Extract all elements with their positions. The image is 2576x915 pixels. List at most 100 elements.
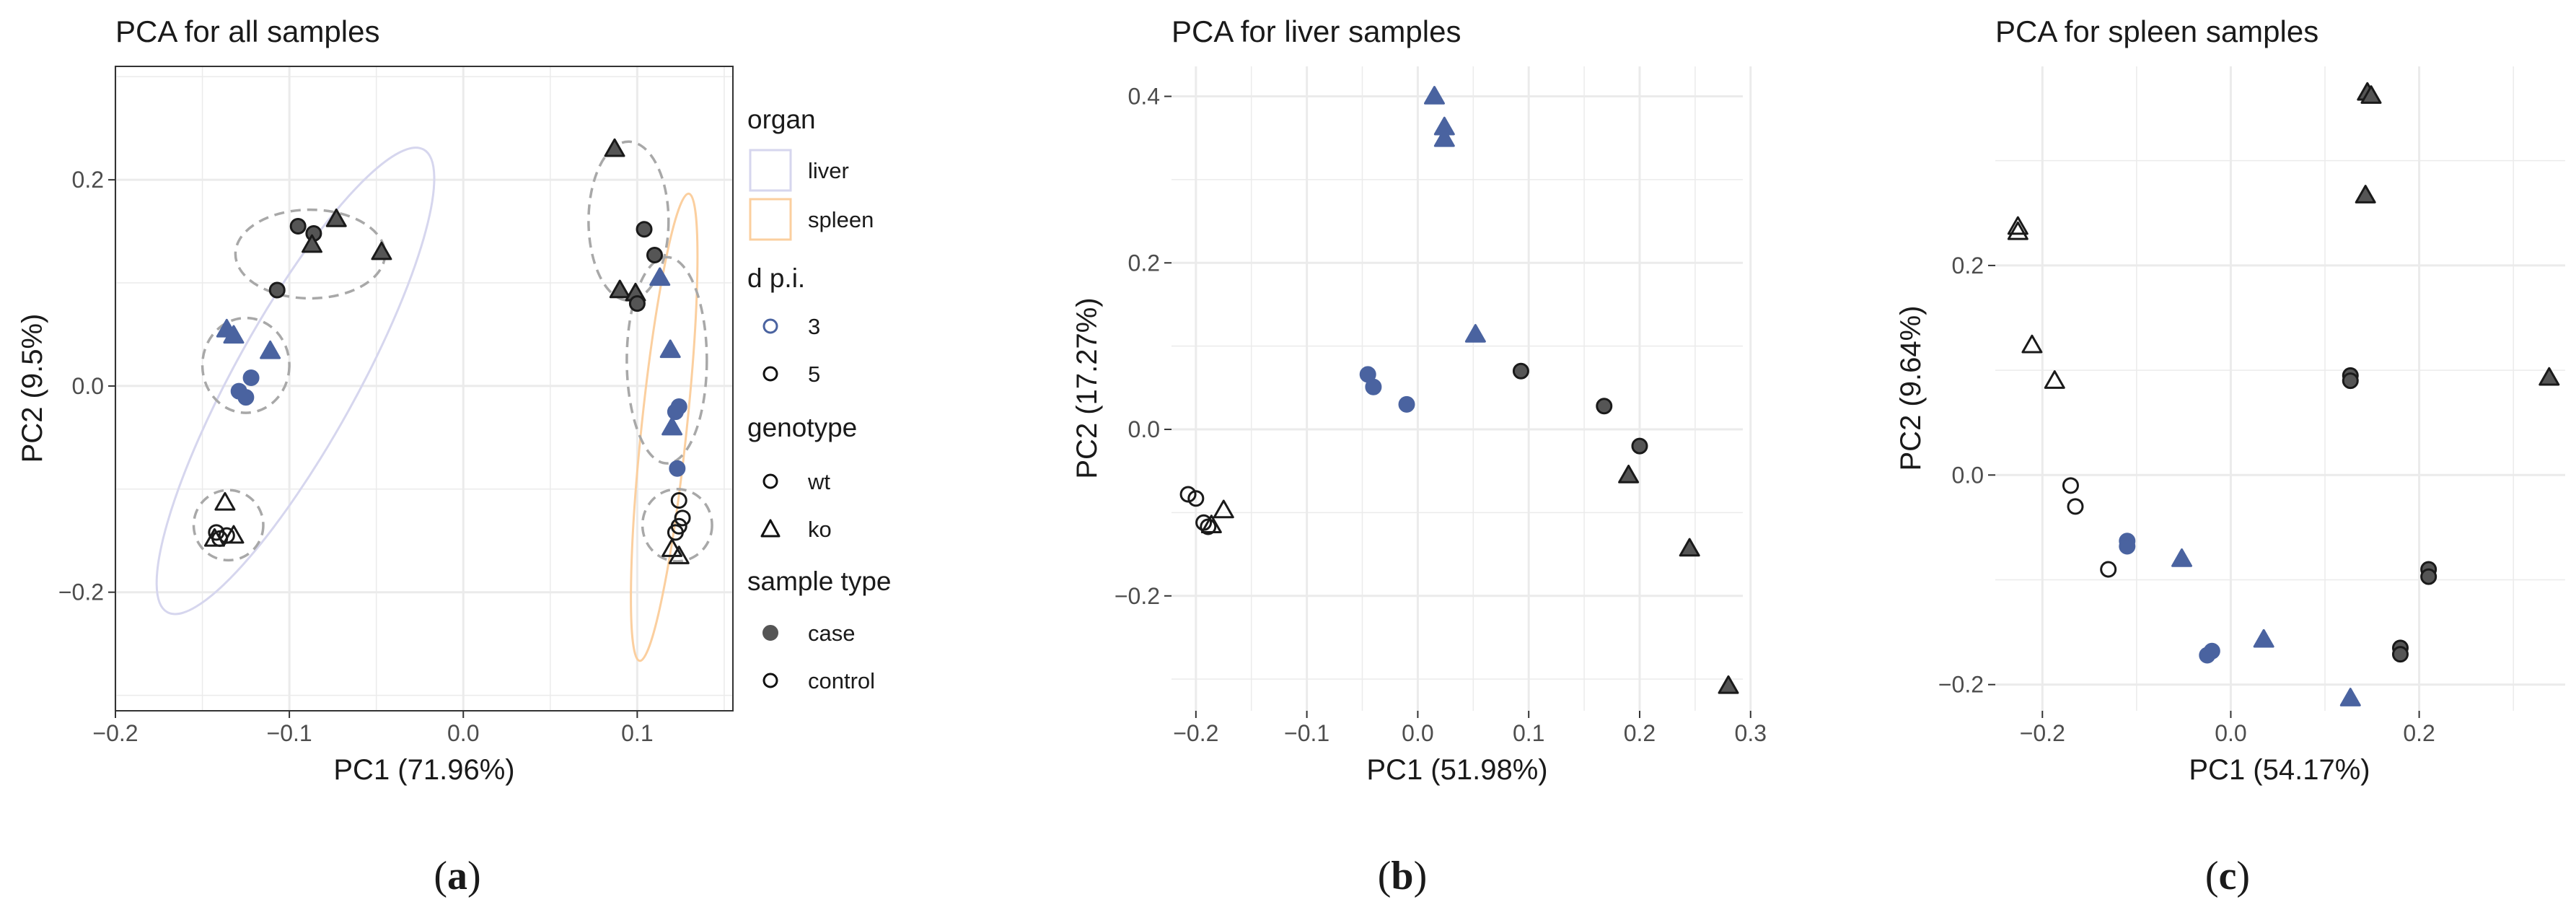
cluster-ellipse (625, 255, 708, 465)
panel-b-y-axis-title: PC2 (17.27%) (1071, 297, 1103, 478)
case-ko-point (604, 138, 625, 157)
panel-b-title: PCA for liver samples (1171, 14, 1461, 48)
panel-b-points (1179, 86, 1739, 694)
case-ko-point (1433, 128, 1455, 147)
x-tick-label: 0.0 (447, 720, 479, 746)
case-ko-point (223, 325, 245, 344)
panel-a-legend: organ liver spleen d p.i. 3 5 genotype w… (747, 105, 892, 693)
panel-a-organ-ellipses (155, 146, 699, 662)
panel-b-plot-area (1171, 66, 1743, 711)
y-tick-label: −0.2 (1938, 672, 1984, 698)
panel-a-cluster-ellipses (192, 140, 713, 563)
case-ko-point (2253, 629, 2274, 648)
case-ko-point (609, 279, 630, 299)
x-tick-label: 0.0 (1402, 720, 1433, 746)
case-wt-point (2420, 568, 2437, 585)
panel-a-x-axis-title: PC1 (71.96%) (333, 754, 514, 786)
case-ko-point (661, 416, 683, 436)
case-wt-point (1398, 395, 1415, 413)
panel-a-y-ticks: −0.2 0.0 0.2 (58, 167, 115, 605)
case-wt-point (1596, 398, 1613, 415)
x-tick-label: −0.1 (1284, 720, 1329, 746)
case-ko-point (325, 208, 347, 227)
y-tick-label: 0.0 (72, 373, 104, 399)
x-tick-label: 0.1 (1513, 720, 1544, 746)
legend-control-label: control (808, 668, 875, 693)
panel-a-title: PCA for all samples (115, 14, 379, 48)
case-ko-point (2360, 85, 2382, 104)
case-wt-point (2391, 646, 2409, 663)
spleen-ellipse (630, 192, 699, 662)
panel-b-caption: (b) (1378, 854, 1427, 898)
legend-case-label: case (808, 621, 855, 646)
y-tick-label: 0.2 (72, 167, 104, 193)
case-wt-point (646, 246, 663, 263)
control-ko-point (2021, 334, 2043, 354)
cluster-ellipse (201, 316, 291, 414)
panel-c-y-axis-title: PC2 (9.64%) (1895, 306, 1927, 471)
panel-b-y-ticks: −0.2 0.0 0.2 0.4 (1115, 84, 1171, 609)
case-wt-point (1365, 378, 1382, 395)
x-tick-label: 0.2 (2403, 720, 2435, 746)
y-tick-label: 0.2 (1952, 253, 1984, 279)
panel-b-caption-letter: b (1391, 854, 1413, 898)
case-wt-point (1512, 362, 1529, 380)
control-wt-point (2062, 477, 2079, 494)
control-wt-point (667, 524, 684, 541)
panel-c-x-ticks: −0.2 0.0 0.2 (2020, 711, 2435, 746)
legend-ko-key (760, 519, 781, 538)
case-ko-point (659, 339, 681, 359)
panel-a-caption: (a) (434, 854, 480, 898)
panel-c-caption-letter: c (2219, 854, 2237, 898)
case-wt-point (2203, 642, 2220, 660)
x-tick-label: −0.2 (2020, 720, 2065, 746)
panel-c-y-ticks: −0.2 0.0 0.2 (1938, 253, 1995, 698)
panel-c-plot-area (1995, 66, 2565, 711)
y-tick-label: −0.2 (1115, 583, 1160, 609)
case-ko-point (1618, 464, 1640, 483)
legend-genotype-title: genotype (747, 413, 857, 442)
panel-a-y-axis-title: PC2 (9.5%) (17, 314, 48, 463)
case-ko-point (1679, 538, 1700, 557)
panel-c-caption: (c) (2205, 854, 2250, 898)
case-wt-point (2119, 538, 2136, 555)
panel-b-x-ticks: −0.2 −0.1 0.0 0.1 0.2 0.3 (1173, 711, 1767, 746)
legend-spleen-key (749, 198, 792, 241)
legend-dpi5-label: 5 (808, 362, 820, 387)
control-ko-point (661, 538, 683, 557)
control-ko-point (2007, 221, 2028, 240)
case-wt-point (669, 460, 686, 477)
x-tick-label: 0.2 (1624, 720, 1656, 746)
panel-c-title: PCA for spleen samples (1995, 14, 2318, 48)
case-wt-point (636, 221, 653, 238)
x-tick-label: −0.2 (1173, 720, 1218, 746)
case-ko-point (1423, 86, 1445, 105)
case-wt-point (667, 403, 684, 421)
case-ko-point (2538, 367, 2560, 386)
case-ko-point (2355, 185, 2376, 203)
control-ko-point (2007, 216, 2028, 235)
legend-spleen-label: spleen (808, 207, 874, 232)
panel-b-grid (1171, 66, 1752, 711)
cluster-ellipse (192, 489, 265, 562)
control-ko-point (214, 491, 236, 511)
x-tick-label: 0.1 (621, 720, 653, 746)
panel-b-x-axis-title: PC1 (51.98%) (1366, 754, 1547, 786)
legend-wt-key (762, 473, 778, 489)
control-wt-point (1179, 486, 1197, 503)
panel-c: PCA for spleen samples −0.2 0.0 0.2 −0.2 0.… (1895, 14, 2565, 898)
y-tick-label: 0.2 (1128, 250, 1160, 276)
case-ko-point (649, 267, 671, 286)
case-wt-point (237, 389, 255, 406)
case-wt-point (2342, 372, 2359, 390)
case-wt-point (628, 295, 646, 312)
panel-c-x-axis-title: PC1 (54.17%) (2189, 754, 2370, 786)
legend-control-key (762, 673, 778, 688)
legend-dpi3-key (762, 318, 778, 334)
panel-a-x-ticks: −0.2 −0.1 0.0 0.1 (92, 711, 654, 746)
case-ko-point (260, 340, 281, 359)
case-wt-point (268, 281, 286, 299)
case-wt-point (242, 369, 260, 386)
case-ko-point (1464, 324, 1486, 343)
y-tick-label: 0.0 (1128, 416, 1160, 442)
